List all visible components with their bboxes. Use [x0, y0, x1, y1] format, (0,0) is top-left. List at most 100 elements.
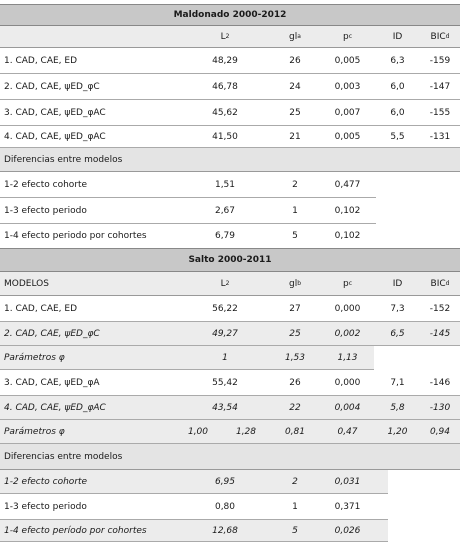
p-cell: 0,031: [334, 476, 361, 487]
bic-cell: -152: [429, 303, 451, 314]
model-cell: 1. CAD, CAE, ED: [4, 303, 78, 314]
bic-cell: -146: [429, 377, 451, 388]
gl-cell: 5: [292, 231, 298, 241]
p-cell: 0,002: [334, 328, 361, 339]
model-cell: 3. CAD, CAE, ψED_φA: [4, 377, 100, 388]
param-value: 0,94: [429, 426, 451, 437]
table-row: 4. CAD, CAE, ψED_φAC 43,54 22 0,004 5,8 …: [0, 396, 460, 420]
id-cell: 5,8: [390, 402, 405, 413]
model-cell: 3. CAD, CAE, ψED_φAC: [4, 107, 106, 118]
diff-section-label: Diferencias entre modelos: [0, 444, 460, 470]
p-cell: 0,003: [334, 81, 361, 92]
table-row: 1. CAD, CAE, ED 48,29 26 0,005 6,3 -159: [0, 48, 460, 74]
diff-section-label: Diferencias entre modelos: [0, 148, 460, 172]
l2-cell: 2,67: [214, 205, 236, 216]
gl-cell: 5: [292, 525, 298, 536]
gl-cell: 27: [289, 303, 301, 314]
p-cell: 0,000: [334, 303, 361, 314]
p-cell: 0,000: [334, 377, 361, 388]
model-cell: 1-4 efecto periodo por cohortes: [4, 231, 147, 241]
gl-cell: 24: [289, 81, 301, 92]
bic-cell: -130: [429, 402, 451, 413]
bic-cell: -147: [429, 81, 451, 92]
model-cell: 2. CAD, CAE, ψED_φC: [4, 81, 100, 92]
diff-row: 1-4 efecto periodo por cohortes 6,79 5 0…: [0, 224, 376, 248]
l2-cell: 12,68: [212, 525, 238, 536]
param-value: 1,13: [337, 352, 358, 363]
l2-cell: 46,78: [212, 81, 238, 92]
l2-cell: 6,79: [214, 231, 236, 241]
model-cell: 1-3 efecto periodo: [4, 501, 87, 512]
p-cell: 0,005: [334, 55, 361, 66]
gl-cell: 2: [292, 179, 298, 190]
header-id: ID: [392, 278, 403, 289]
diff-label-text: Diferencias entre modelos: [4, 451, 123, 462]
diff-row: 1-2 efecto cohorte 6,95 2 0,031: [0, 470, 388, 494]
table-row: 1. CAD, CAE, ED 56,22 27 0,000 7,3 -152: [0, 296, 460, 322]
l2-cell: 43,54: [212, 402, 238, 413]
gl-cell: 21: [289, 131, 301, 142]
l2-cell: 48,29: [212, 55, 238, 66]
l2-cell: 45,62: [212, 107, 238, 118]
id-cell: 7,1: [390, 377, 405, 388]
table-row: 3. CAD, CAE, ψED_φAC 45,62 25 0,007 6,0 …: [0, 100, 460, 126]
p-cell: 0,102: [334, 231, 361, 241]
gl-cell: 2: [292, 476, 298, 487]
bic-cell: -131: [429, 131, 451, 142]
section-title-maldonado: Maldonado 2000-2012: [0, 4, 460, 26]
table-row: 2. CAD, CAE, ψED_φC 49,27 25 0,002 6,5 -…: [0, 322, 460, 346]
p-cell: 0,005: [334, 131, 361, 142]
diff-row: 1-2 efecto cohorte 1,51 2 0,477: [0, 172, 376, 198]
l2-cell: 55,42: [212, 377, 238, 388]
header-id: ID: [392, 31, 403, 42]
l2-cell: 41,50: [212, 131, 238, 142]
model-cell: 1-2 efecto cohorte: [4, 476, 88, 487]
gl-cell: 25: [289, 107, 301, 118]
param-value: 1: [222, 352, 228, 363]
section-title-salto: Salto 2000-2011: [0, 248, 460, 272]
bic-cell: -145: [429, 328, 451, 339]
diff-label-text: Diferencias entre modelos: [4, 154, 123, 165]
p-cell: 0,007: [334, 107, 361, 118]
bic-cell: -159: [429, 55, 451, 66]
id-cell: 6,0: [390, 107, 405, 118]
header-gl: gl a: [289, 31, 301, 42]
param-value: 1,53: [284, 352, 306, 363]
gl-cell: 22: [289, 402, 301, 413]
table-row: 3. CAD, CAE, ψED_φA 55,42 26 0,000 7,1 -…: [0, 370, 460, 396]
id-cell: 6,5: [390, 328, 405, 339]
gl-cell: 26: [289, 377, 301, 388]
table-row: 2. CAD, CAE, ψED_φC 46,78 24 0,003 6,0 -…: [0, 74, 460, 100]
table-row: 4. CAD, CAE, ψED_φAC 41,50 21 0,005 5,5 …: [0, 126, 460, 148]
header-model: [4, 26, 184, 47]
model-cell: 1-2 efecto cohorte: [4, 179, 88, 190]
gl-cell: 1: [292, 501, 298, 512]
section-title-text: Maldonado 2000-2012: [173, 10, 287, 20]
id-cell: 5,5: [390, 131, 405, 142]
gl-cell: 26: [289, 55, 301, 66]
diff-row: 1-3 efecto periodo 2,67 1 0,102: [0, 198, 376, 224]
params-label: Parámetros φ: [4, 352, 65, 363]
params-row: Parámetros φ 1,00 1,28 0,81 0,47 1,20 0,…: [0, 420, 460, 444]
l2-cell: 1,51: [214, 179, 236, 190]
gl-cell: 25: [289, 328, 301, 339]
param-value: 1,28: [235, 426, 257, 437]
l2-cell: 0,80: [214, 501, 236, 512]
param-value: 1,00: [187, 426, 209, 437]
p-cell: 0,371: [334, 501, 361, 512]
header-bic: BIC d: [430, 278, 450, 289]
section-title-text: Salto 2000-2011: [188, 255, 272, 265]
header-model: MODELOS: [4, 278, 49, 289]
model-cell: 1-3 efecto periodo: [4, 205, 87, 216]
model-cell: 1. CAD, CAE, ED: [4, 55, 78, 66]
model-cell: 4. CAD, CAE, ψED_φAC: [4, 131, 106, 142]
param-value: 1,20: [387, 426, 408, 437]
l2-cell: 56,22: [212, 303, 238, 314]
model-cell: 4. CAD, CAE, ψED_φAC: [4, 402, 106, 413]
gl-cell: 1: [292, 205, 298, 216]
